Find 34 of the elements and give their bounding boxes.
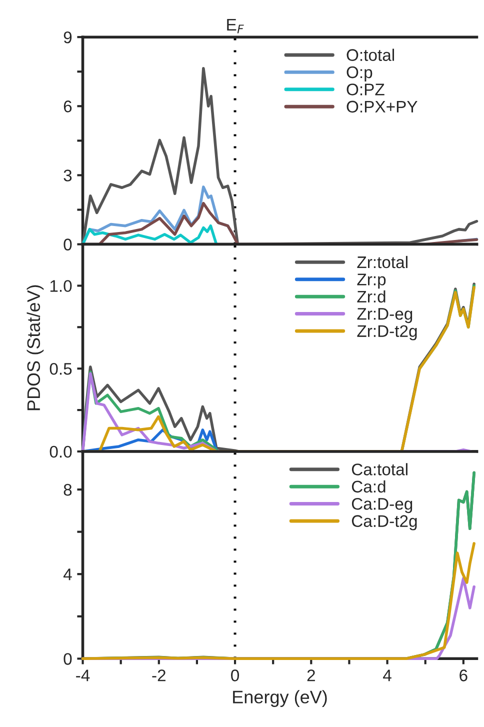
x-tick-label: 2 [307,670,315,682]
legend-label: Ca:D-t2g [352,515,417,530]
x-tick-label: 0 [231,670,240,682]
x-tick-label: 4 [383,670,392,682]
legend-label: Zr:D-eg [357,308,412,324]
x-tick-label: -2 [152,670,166,682]
y-tick-label: 1.0 [50,280,72,292]
y-tick-label: 3 [64,170,72,182]
legend-label: O:total [346,48,394,61]
ref-line-label: E$_{F}$ [227,19,244,34]
x-tick-label: 6 [460,670,468,682]
legend-label: Zr:p [357,274,386,289]
legend-label: O:PZ [346,84,384,96]
y-axis-title: PDOS (Stat/eV) [26,285,44,410]
legend-label: Ca:total [352,463,408,476]
y-tick-label: 6 [64,100,72,112]
y-tick-label: 0 [64,238,72,250]
legend-label: Zr:total [357,256,408,268]
y-tick-label: 0 [64,653,72,665]
legend-label: Zr:D-t2g [357,325,417,340]
legend-label: O:p [346,66,372,82]
legend-label: Ca:D-eg [352,498,412,514]
legend-label: O:PX+PY [346,100,418,113]
line-series [81,224,218,246]
y-tick-label: 0.5 [50,362,72,375]
y-tick-label: 9 [64,31,72,44]
y-tick-label: 0.0 [50,446,72,458]
line-series [81,542,476,660]
legend-label: Ca:d [352,480,386,493]
y-tick-label: 4 [63,568,72,580]
y-tick-label: 8 [64,484,72,496]
legend-label: Zr:d [357,290,386,303]
x-axis-title: Energy (eV) [233,690,327,707]
x-tick-label: -4 [76,670,90,682]
